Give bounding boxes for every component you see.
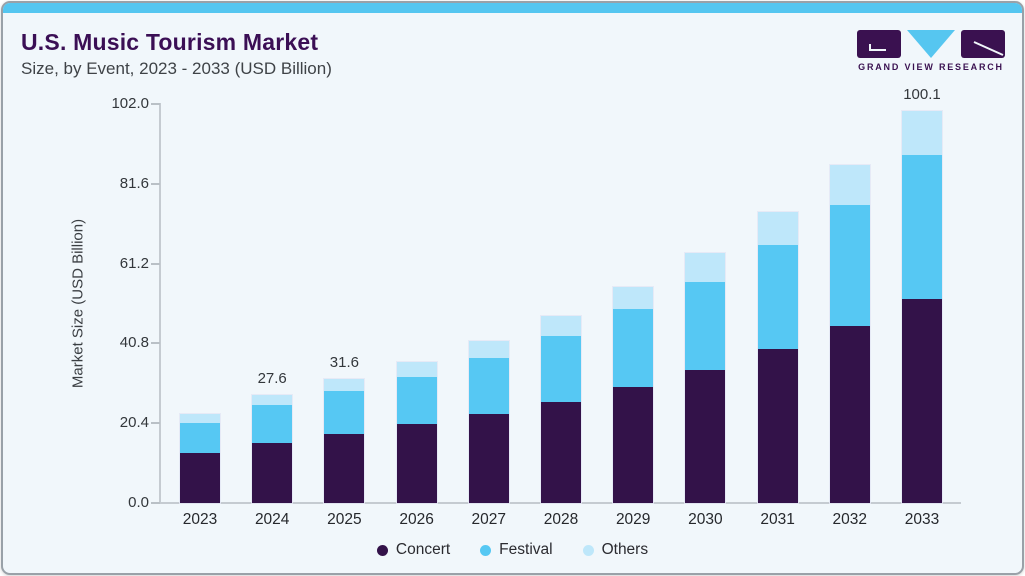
- bar-2031-others-segment: [757, 211, 798, 246]
- y-tick-label: 102.0: [111, 95, 149, 112]
- bar-2030: [684, 251, 727, 504]
- x-tick-label-2030: 2030: [688, 511, 723, 528]
- bar-2028: [540, 314, 582, 504]
- legend-item-festival: Festival: [480, 541, 553, 559]
- x-tick-label-2026: 2026: [399, 511, 434, 528]
- x-tick-label-2025: 2025: [327, 511, 362, 528]
- y-tick-mark: [151, 342, 160, 345]
- y-tick-mark: [151, 502, 160, 504]
- bar-2023-festival-segment: [180, 423, 220, 454]
- bar-2030-festival-segment: [685, 281, 726, 370]
- y-axis-line: [159, 103, 161, 503]
- value-label-2033: 100.1: [903, 86, 941, 104]
- y-tick-mark: [151, 422, 160, 425]
- bar-2023-concert-segment: [180, 453, 220, 503]
- bar-2026-concert-segment: [396, 424, 437, 503]
- bar-2027-others-segment: [468, 340, 509, 359]
- x-tick-label-2024: 2024: [254, 511, 290, 528]
- bar-2031-concert-segment: [757, 348, 798, 503]
- brand-name: GRAND VIEW RESEARCH: [858, 62, 1004, 72]
- legend-dot-icon: [376, 544, 388, 556]
- x-axis-line: [159, 502, 961, 504]
- bar-2025-others-segment: [324, 379, 365, 391]
- bar-2024: [251, 394, 294, 504]
- bar-2023-others-segment: [180, 413, 220, 424]
- bar-2029: [612, 285, 655, 504]
- legend-label: Festival: [499, 541, 553, 558]
- brand-logo: GRAND VIEW RESEARCH: [856, 30, 1006, 72]
- page-title: U.S. Music Tourism Market: [21, 29, 319, 55]
- bar-2033: [901, 110, 943, 504]
- bar-2032-concert-segment: [829, 326, 870, 503]
- x-tick-label-2023: 2023: [182, 511, 218, 528]
- bar-2026-festival-segment: [396, 376, 437, 425]
- chart-plot-area: Market Size (USD Billion) 102.0 81.6 61.2 4…: [3, 3, 1022, 573]
- x-tick-label-2031: 2031: [760, 511, 795, 528]
- x-tick-label-2029: 2029: [615, 511, 651, 528]
- bar-2023: [179, 412, 221, 504]
- bar-2025-festival-segment: [324, 390, 365, 434]
- gvr-logo-icon: [857, 30, 1005, 58]
- y-tick-mark: [151, 262, 160, 265]
- bar-2024-festival-segment: [252, 405, 293, 444]
- bar-2033-concert-segment: [902, 299, 942, 503]
- bar-2024-others-segment: [252, 395, 293, 406]
- x-tick-label-2033: 2033: [904, 511, 940, 528]
- bar-2028-festival-segment: [541, 336, 581, 402]
- legend-item-concert: Concert: [376, 541, 451, 559]
- x-tick-label-2028: 2028: [543, 511, 579, 528]
- bar-2031-festival-segment: [757, 245, 798, 349]
- bar-2025: [323, 378, 366, 504]
- y-tick-label: 20.4: [119, 414, 149, 432]
- value-label-2024: 27.6: [257, 370, 287, 388]
- bar-2027-concert-segment: [468, 413, 509, 503]
- legend-dot-icon: [582, 544, 594, 556]
- bar-2029-festival-segment: [613, 309, 654, 388]
- y-tick-label: 0.0: [128, 494, 149, 511]
- value-label-2025: 31.6: [329, 354, 359, 372]
- bar-2030-concert-segment: [685, 369, 726, 503]
- x-tick-label-2032: 2032: [832, 511, 868, 528]
- bar-2028-concert-segment: [541, 401, 581, 503]
- bar-2033-festival-segment: [902, 155, 942, 300]
- bar-2030-others-segment: [685, 252, 726, 282]
- bar-2025-concert-segment: [324, 433, 365, 503]
- bar-2027-festival-segment: [468, 358, 509, 414]
- bar-2033-others-segment: [902, 111, 942, 156]
- bar-2027: [467, 339, 510, 504]
- y-tick-mark: [151, 182, 160, 185]
- y-tick-label: 40.8: [119, 334, 149, 352]
- legend-label: Concert: [395, 541, 451, 558]
- bar-2024-concert-segment: [252, 443, 293, 503]
- x-tick-label-2027: 2027: [471, 511, 507, 528]
- page-subtitle: Size, by Event, 2023 - 2033 (USD Billion…: [21, 59, 332, 78]
- bar-2032: [828, 164, 871, 504]
- bar-2026: [395, 361, 438, 504]
- bar-2029-concert-segment: [613, 387, 654, 503]
- bar-2031: [756, 210, 799, 504]
- bar-2028-others-segment: [541, 315, 581, 337]
- y-axis-title: Market Size (USD Billion): [69, 218, 87, 389]
- legend-dot-icon: [480, 544, 492, 556]
- accent-top-strip: [3, 3, 1022, 13]
- y-tick-label: 61.2: [119, 254, 149, 272]
- bar-2029-others-segment: [613, 286, 654, 310]
- y-tick-label: 81.6: [119, 174, 149, 192]
- legend-label: Others: [601, 541, 649, 558]
- chart-legend: Concert Festival Others: [3, 541, 1022, 559]
- y-tick-mark: [151, 103, 160, 105]
- bar-2032-festival-segment: [829, 204, 870, 327]
- legend-item-others: Others: [582, 541, 649, 559]
- bar-2026-others-segment: [396, 362, 437, 377]
- bar-2032-others-segment: [829, 165, 870, 205]
